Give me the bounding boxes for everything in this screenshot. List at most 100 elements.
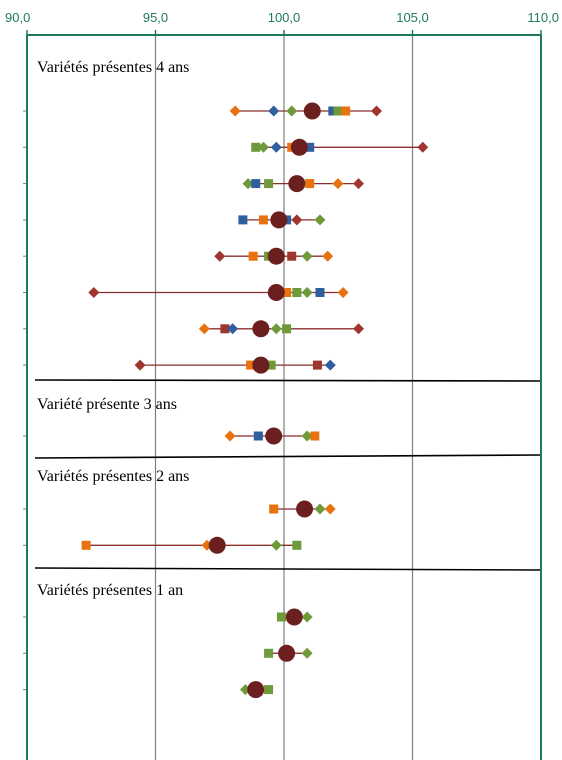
data-row [276, 608, 313, 626]
mean-marker [288, 175, 306, 193]
mean-marker [285, 608, 303, 626]
orange-square-marker [246, 360, 256, 370]
data-row [238, 211, 326, 229]
red-diamond-marker [134, 359, 146, 371]
orange-diamond-marker [198, 323, 210, 335]
green-diamond-marker [314, 214, 326, 226]
mean-marker [303, 102, 321, 120]
data-row [134, 356, 336, 374]
orange-square-marker [269, 504, 279, 514]
data-row [224, 427, 320, 445]
orange-square-marker [310, 431, 320, 441]
green-diamond-marker [270, 539, 282, 551]
x-tick-label: 90,0 [5, 10, 30, 25]
group-separator [34, 379, 541, 382]
green-square-marker [264, 685, 274, 695]
group-separator [34, 454, 541, 459]
green-square-marker [264, 179, 274, 189]
green-diamond-marker [301, 287, 313, 298]
green-square-marker [333, 106, 343, 116]
orange-square-marker [305, 179, 315, 189]
mean-marker [267, 284, 285, 301]
group-label: Variétés présentes 4 ans [37, 59, 189, 76]
orange-diamond-marker [332, 178, 344, 190]
mean-marker [208, 536, 226, 554]
green-square-marker [276, 612, 286, 622]
mean-marker [265, 427, 283, 445]
blue-diamond-marker [324, 359, 336, 371]
orange-square-marker [341, 106, 351, 116]
green-square-marker [251, 142, 261, 152]
red-diamond-marker [353, 323, 365, 335]
x-tick-label: 95,0 [143, 10, 168, 25]
red-diamond-marker [88, 287, 100, 298]
data-row [81, 536, 302, 554]
blue-diamond-marker [268, 105, 280, 117]
group-label: Variétés présentes 1 an [37, 582, 183, 599]
blue-square-marker [253, 431, 263, 441]
orange-diamond-marker [337, 287, 349, 298]
green-diamond-marker [257, 141, 269, 153]
green-diamond-marker [314, 503, 326, 515]
red-square-marker [312, 360, 322, 370]
orange-square-marker [81, 540, 91, 550]
green-square-marker [292, 288, 302, 297]
green-diamond-marker [301, 611, 313, 623]
mean-marker [296, 500, 314, 518]
x-axis-ticks: 90,0 95,0 100,0 105,0 110,0 [5, 10, 559, 35]
orange-diamond-marker [224, 430, 236, 442]
group-labels: Variétés présentes 4 ans Variété présente… [37, 59, 189, 599]
green-diamond-marker [242, 178, 254, 190]
vertical-gridlines [154, 35, 414, 760]
green-diamond-marker [270, 323, 282, 335]
red-diamond-marker [417, 141, 429, 153]
blue-square-marker [305, 142, 315, 152]
red-square-marker [287, 251, 297, 261]
data-row [88, 284, 349, 301]
mean-marker [252, 320, 270, 338]
group-separator [34, 567, 541, 571]
blue-square-marker [238, 215, 248, 225]
blue-diamond-marker [227, 323, 239, 335]
orange-diamond-marker [229, 105, 241, 117]
green-diamond-marker [301, 250, 313, 262]
red-diamond-marker [291, 214, 303, 226]
mean-marker [278, 644, 296, 662]
green-diamond-marker [301, 430, 313, 442]
data-row [269, 500, 336, 518]
orange-square-marker [258, 215, 268, 225]
group-label: Variétés présentes 2 ans [37, 468, 189, 485]
blue-square-marker [251, 179, 261, 189]
group-label: Variété présente 3 ans [37, 396, 177, 413]
red-diamond-marker [214, 250, 226, 262]
green-diamond-marker [301, 647, 313, 659]
plot-frame [26, 34, 542, 760]
orange-square-marker [248, 251, 258, 261]
data-row [229, 102, 383, 120]
green-diamond-marker [286, 105, 298, 117]
x-tick-label: 110,0 [527, 10, 559, 25]
green-square-marker [292, 540, 302, 550]
mean-marker [290, 138, 308, 156]
red-diamond-marker [353, 178, 365, 190]
mean-marker [252, 356, 270, 374]
green-square-marker [282, 324, 292, 334]
data-row [242, 175, 365, 193]
data-rows [81, 102, 429, 699]
green-square-marker [266, 360, 276, 370]
green-square-marker [264, 648, 274, 658]
data-row [214, 247, 334, 265]
mean-marker [267, 247, 285, 265]
red-diamond-marker [371, 105, 383, 117]
mean-marker [270, 211, 288, 229]
group-separators [34, 379, 541, 571]
orange-square-marker [282, 288, 292, 297]
data-row [198, 320, 365, 338]
blue-diamond-marker [270, 141, 282, 153]
blue-square-marker [328, 106, 338, 116]
x-tick-label: 105,0 [396, 10, 429, 25]
blue-square-marker [315, 288, 325, 297]
orange-diamond-marker [324, 503, 336, 515]
data-row [264, 644, 313, 662]
